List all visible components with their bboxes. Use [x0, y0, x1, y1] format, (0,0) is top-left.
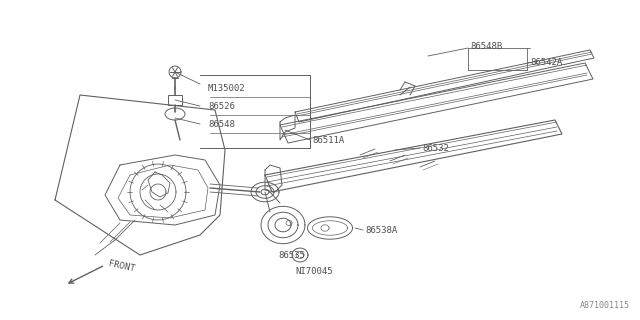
Text: M135002: M135002 — [208, 84, 246, 92]
Text: NI70045: NI70045 — [295, 268, 333, 276]
Text: 86511A: 86511A — [312, 135, 344, 145]
Text: 86548B: 86548B — [470, 42, 502, 51]
Bar — [168, 95, 182, 105]
Text: 86535: 86535 — [278, 251, 305, 260]
Text: A871001115: A871001115 — [580, 301, 630, 310]
Text: 86538A: 86538A — [365, 226, 397, 235]
Text: 86542A: 86542A — [530, 58, 563, 67]
Text: 86532: 86532 — [422, 143, 449, 153]
Text: FRONT: FRONT — [108, 259, 136, 273]
Text: 86548: 86548 — [208, 119, 235, 129]
Text: 86526: 86526 — [208, 101, 235, 110]
